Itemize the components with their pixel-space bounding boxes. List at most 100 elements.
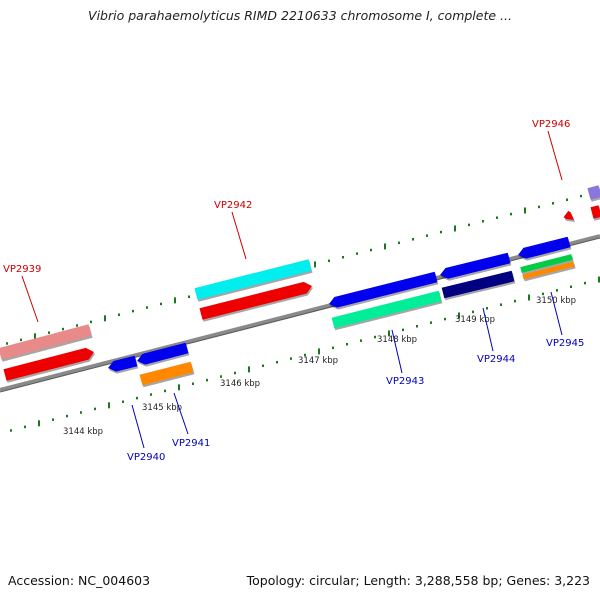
lower-tick: [150, 393, 152, 396]
gene-block-VP2945[interactable]: [520, 254, 574, 275]
gene-block-VP2945-inner[interactable]: [522, 261, 576, 282]
gene-block-VP2941[interactable]: [139, 361, 195, 388]
upper-tick: [384, 243, 386, 250]
gene-label-vp2946[interactable]: VP2946: [532, 119, 570, 130]
upper-tick: [468, 223, 470, 227]
callout-line-vp2939: [21, 275, 39, 323]
upper-tick: [370, 248, 372, 252]
gene-block-VP2943-outer[interactable]: [329, 271, 439, 310]
gene-block-VP2946[interactable]: [563, 210, 575, 222]
callout-line-vp2946: [547, 130, 563, 181]
upper-tick: [132, 309, 134, 313]
upper-tick: [398, 241, 400, 245]
upper-tick: [524, 207, 526, 214]
upper-tick: [426, 234, 428, 237]
lower-tick: [206, 378, 208, 382]
upper-tick: [356, 252, 358, 255]
upper-tick: [160, 302, 162, 306]
gene-block-VP2945-outer[interactable]: [518, 236, 572, 261]
callout-line-vp2944: [482, 307, 494, 352]
lower-tick: [430, 321, 432, 324]
lower-tick: [458, 312, 460, 319]
upper-tick: [510, 212, 512, 216]
callout-line-vp2942: [231, 211, 247, 260]
lower-tick: [514, 299, 516, 303]
lower-tick: [570, 285, 572, 288]
lower-tick: [500, 303, 502, 306]
lower-tick: [10, 429, 12, 432]
lower-tick: [262, 364, 264, 368]
lower-tick: [346, 342, 348, 346]
upper-tick: [342, 255, 344, 259]
lower-tick: [178, 384, 180, 391]
lower-tick: [444, 317, 446, 321]
gene-label-vp2945[interactable]: VP2945: [546, 338, 584, 349]
scale-label: 3149 kbp: [455, 315, 495, 325]
lower-tick: [38, 420, 40, 427]
accession-text: Accession: NC_004603: [8, 573, 151, 588]
gene-block-VP2939[interactable]: [3, 347, 96, 383]
upper-tick: [104, 315, 106, 322]
lower-tick: [80, 411, 82, 414]
upper-tick: [6, 342, 8, 345]
lower-tick: [416, 325, 418, 328]
lower-tick: [388, 330, 390, 337]
lower-tick: [234, 371, 236, 375]
gene-block-VP2946-outer[interactable]: [587, 185, 600, 202]
gene-label-vp2942[interactable]: VP2942: [214, 200, 252, 211]
upper-tick: [496, 216, 498, 219]
lower-tick: [374, 335, 376, 339]
lower-tick: [108, 402, 110, 409]
upper-tick: [118, 313, 120, 316]
lower-tick: [584, 281, 586, 285]
upper-tick: [566, 198, 568, 201]
gene-block-VP2946-inner[interactable]: [590, 205, 600, 221]
gene-label-vp2939[interactable]: VP2939: [3, 264, 41, 275]
lower-tick: [290, 357, 292, 360]
lower-tick: [304, 353, 306, 357]
gene-block-VP2944-outer[interactable]: [440, 252, 512, 281]
upper-tick: [580, 194, 582, 198]
gene-block-VP2944[interactable]: [441, 270, 516, 301]
callout-line-vp2945: [550, 291, 563, 336]
lower-tick: [486, 307, 488, 310]
upper-tick: [482, 220, 484, 223]
lower-tick: [94, 407, 96, 411]
lower-tick: [66, 414, 68, 418]
gene-block-VP2942-outer[interactable]: [194, 259, 313, 302]
upper-tick: [454, 225, 456, 232]
upper-tick: [314, 261, 316, 268]
gene-label-vp2941[interactable]: VP2941: [172, 438, 210, 449]
gene-block-VP2940[interactable]: [108, 355, 139, 374]
scale-label: 3144 kbp: [63, 427, 103, 437]
upper-tick: [76, 324, 78, 327]
gene-label-vp2940[interactable]: VP2940: [127, 452, 165, 463]
gene-label-vp2943[interactable]: VP2943: [386, 376, 424, 387]
lower-tick: [52, 418, 54, 421]
upper-tick: [90, 320, 92, 324]
scale-label: 3146 kbp: [220, 379, 260, 389]
gene-block-VP2939-outer[interactable]: [0, 324, 93, 362]
upper-tick: [20, 338, 22, 342]
gene-block-VP2943[interactable]: [331, 290, 443, 331]
lower-tick: [472, 310, 474, 314]
gene-block-VP2941-outer[interactable]: [137, 342, 190, 367]
upper-tick-track: [6, 189, 596, 345]
upper-tick: [174, 297, 176, 304]
lower-tick: [192, 382, 194, 385]
lower-tick: [122, 400, 124, 403]
lower-tick: [402, 328, 404, 332]
gene-label-vp2944[interactable]: VP2944: [477, 354, 515, 365]
lower-tick: [24, 425, 26, 429]
lower-tick: [136, 396, 138, 400]
lower-tick: [598, 276, 600, 283]
gene-block-VP2942[interactable]: [199, 281, 314, 322]
upper-tick: [146, 306, 148, 309]
lower-tick: [318, 348, 320, 355]
callout-line-vp2943: [391, 329, 403, 374]
upper-tick: [34, 333, 36, 340]
upper-tick: [328, 259, 330, 263]
lower-tick: [542, 292, 544, 296]
lower-tick-track: [10, 276, 600, 432]
